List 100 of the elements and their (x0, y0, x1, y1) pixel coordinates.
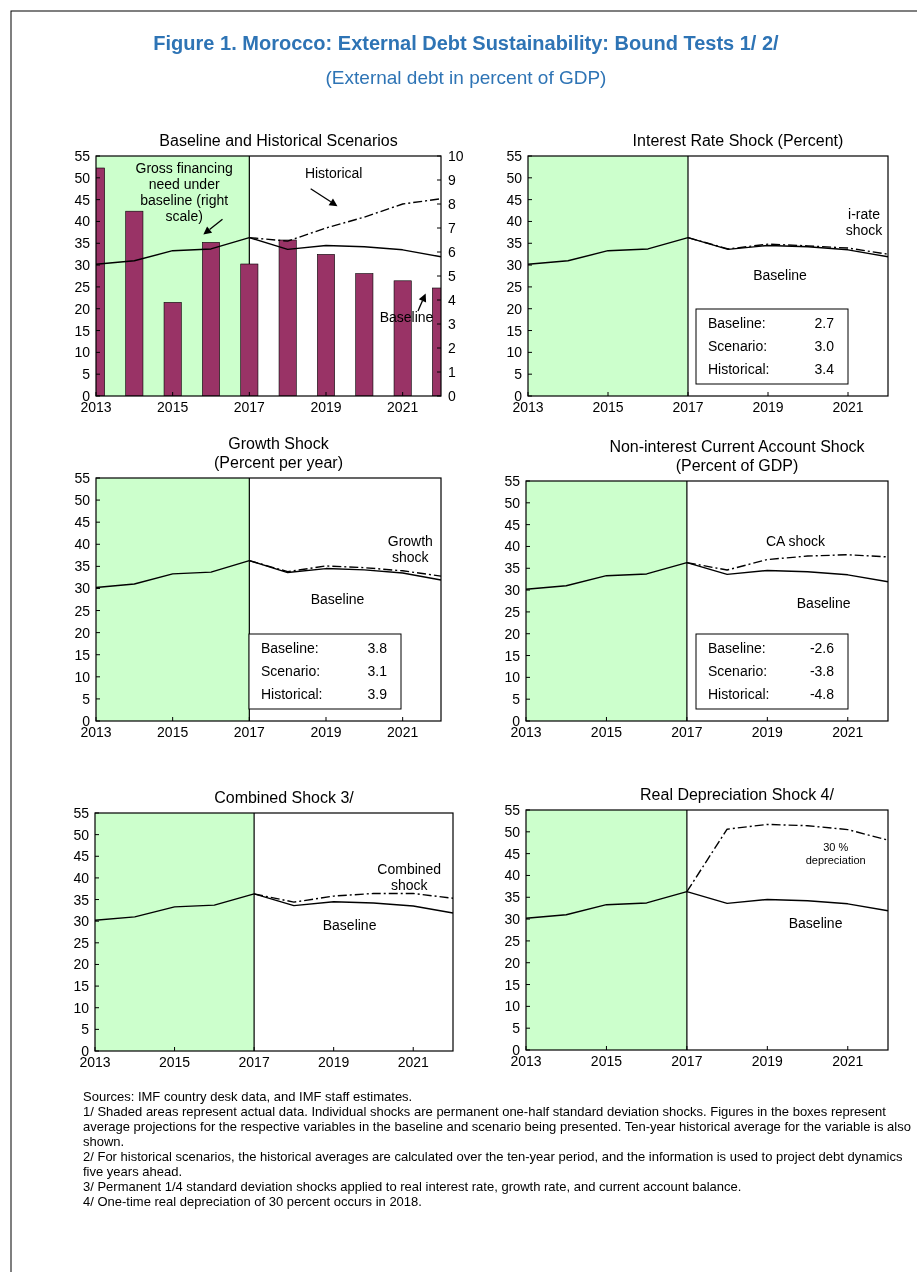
series-label: CA shock (765, 533, 827, 550)
y2-tick-label: 8 (448, 196, 456, 212)
x-tick-label: 2019 (310, 724, 342, 740)
series-label: Combined shock (377, 860, 442, 893)
text: Figure 1. Morocco: External Debt Sustainability: Bound Tests 1/ 2/ (153, 32, 780, 54)
y-tick-label: 10 (73, 999, 90, 1016)
x-tick-label: 2017 (671, 1053, 703, 1069)
y-tick-label: 45 (74, 514, 91, 531)
x-tick-label: 2019 (318, 1054, 350, 1070)
x-tick-label: 2015 (592, 399, 624, 415)
x-tick-label: 2017 (233, 399, 266, 415)
y-tick-label: 40 (73, 869, 90, 886)
y-tick-label: 55 (74, 148, 91, 164)
y-tick-label: 0 (82, 388, 91, 404)
y-tick-label: 50 (504, 823, 521, 840)
x-tick-label: 2017 (233, 724, 266, 740)
y-tick-label: 25 (504, 603, 521, 620)
y-tick-label: 5 (512, 691, 521, 708)
y-tick-label: 30 (73, 913, 90, 930)
source-note: Sources: IMF country desk data, and IMF staff estimates. (83, 1089, 413, 1104)
series-label: Growth shock (387, 533, 433, 566)
x-tick-label: 2019 (751, 724, 784, 740)
y-tick-label: 25 (506, 278, 523, 295)
y-tick-label: 10 (74, 344, 91, 361)
y-tick-label: 30 (504, 911, 521, 928)
x-tick-label: 2017 (671, 724, 703, 740)
y-tick-label: 40 (504, 538, 521, 555)
y-tick-label: 25 (73, 934, 90, 951)
y2-tick-label: 7 (448, 220, 456, 236)
y-tick-label: 30 (506, 257, 523, 274)
y2-tick-label: 10 (448, 148, 464, 164)
y-tick-label: 40 (504, 867, 521, 884)
text: Baseline: 2.7 (708, 315, 834, 331)
x-tick-label: 2021 (832, 1053, 864, 1069)
y-tick-label: 25 (74, 602, 91, 619)
series-label: Gross financing need under baseline (right scale) (135, 160, 233, 225)
y-tick-label: 15 (504, 647, 521, 664)
y-tick-label: 25 (504, 932, 521, 949)
x-tick-label: 2019 (310, 399, 342, 415)
y-tick-label: 50 (73, 826, 90, 843)
text: Historical: -4.8 (708, 686, 834, 702)
text: Historical: 3.9 (261, 686, 387, 702)
chart-title: Growth Shock (228, 435, 330, 452)
series-label: 30 % depreciation (805, 841, 866, 867)
y-tick-label: 10 (504, 669, 521, 686)
x-tick-label: 2015 (157, 724, 189, 740)
y-tick-label: 10 (506, 344, 523, 361)
chart-title: Non-interest Current Account Shock (609, 438, 866, 455)
y2-tick-label: 3 (448, 316, 456, 332)
y-tick-label: 55 (73, 805, 90, 821)
y-tick-label: 30 (74, 580, 91, 597)
y-tick-label: 30 (504, 582, 521, 599)
y-tick-label: 5 (514, 366, 523, 383)
x-tick-label: 2015 (158, 1054, 191, 1070)
y-tick-label: 40 (74, 536, 91, 553)
y2-tick-label: 4 (448, 292, 456, 308)
y-tick-label: 40 (74, 213, 91, 230)
text: 4/ One-time real depreciation of 30 percent occurs in 2018. (83, 1194, 422, 1209)
y-tick-label: 45 (74, 191, 91, 208)
x-tick-label: 2015 (157, 399, 189, 415)
x-tick-label: 2021 (397, 1054, 429, 1070)
chart-title: Baseline and Historical Scenarios (159, 132, 398, 149)
y-tick-label: 50 (74, 492, 91, 509)
y-tick-label: 0 (82, 713, 91, 729)
y-tick-label: 30 (74, 257, 91, 274)
y-tick-label: 5 (512, 1020, 521, 1037)
y-tick-label: 15 (74, 322, 91, 339)
y-tick-label: 35 (506, 235, 523, 252)
y-tick-label: 40 (506, 213, 523, 230)
y-tick-label: 0 (81, 1043, 90, 1059)
y-tick-label: 15 (74, 646, 91, 663)
y-tick-label: 35 (504, 560, 521, 577)
text: Historical (304, 164, 363, 181)
y-tick-label: 45 (73, 848, 90, 865)
y2-tick-label: 0 (448, 388, 456, 404)
y-tick-label: 0 (514, 388, 523, 404)
y-tick-label: 55 (504, 473, 521, 489)
y-tick-label: 25 (74, 278, 91, 295)
y-tick-label: 5 (81, 1021, 90, 1038)
chart-subtitle: (Percent per year) (214, 454, 343, 471)
y-tick-label: 50 (74, 169, 91, 186)
text: Scenario: -3.8 (708, 663, 834, 679)
y-tick-label: 10 (74, 668, 91, 685)
y2-tick-label: 9 (448, 172, 456, 188)
y-tick-label: 0 (512, 1042, 521, 1058)
y2-tick-label: 2 (448, 340, 456, 356)
y-tick-label: 50 (504, 494, 521, 511)
y-tick-label: 20 (74, 624, 91, 641)
y-tick-label: 0 (512, 713, 521, 729)
x-tick-label: 2015 (590, 1053, 623, 1069)
text: Baseline: -2.6 (708, 640, 834, 656)
text: Scenario: 3.0 (708, 338, 834, 354)
series-label: Baseline (322, 916, 377, 933)
y-tick-label: 15 (506, 322, 523, 339)
chart-title: Combined Shock 3/ (214, 789, 355, 806)
y-tick-label: 5 (82, 366, 91, 383)
y-tick-label: 20 (504, 954, 521, 971)
x-tick-label: 2017 (672, 399, 704, 415)
series-label: Baseline (753, 267, 808, 284)
y-tick-label: 5 (82, 690, 91, 707)
